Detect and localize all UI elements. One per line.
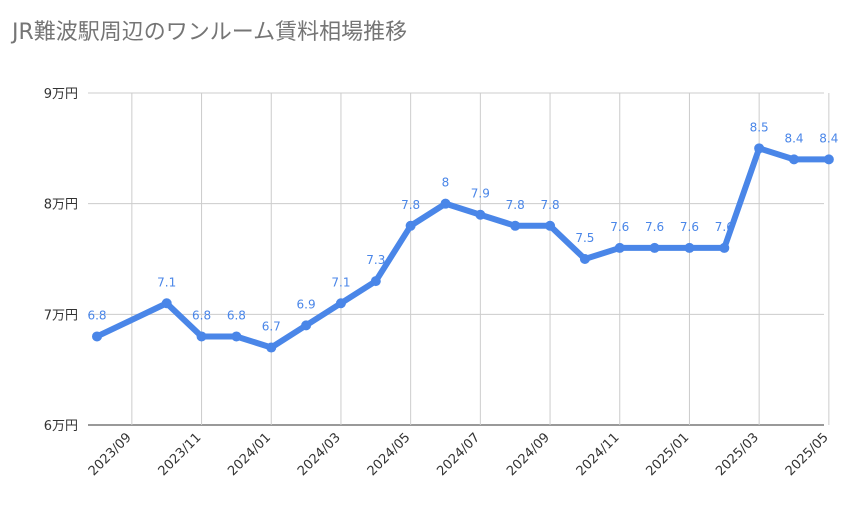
data-point — [370, 276, 381, 287]
data-label: 8.4 — [819, 131, 838, 145]
data-point — [754, 143, 765, 154]
data-point — [475, 209, 486, 220]
data-labels: 6.8 7.1 6.8 6.8 6.7 6.9 7.1 7.3 7.8 8 7.9 7.8 7.8 7.5… — [87, 120, 838, 333]
data-label: 6.9 — [297, 297, 316, 311]
data-point — [649, 242, 660, 253]
x-tick-label: 2024/09 — [504, 430, 553, 479]
x-tick-label: 2024/11 — [574, 430, 623, 479]
data-point — [196, 331, 207, 342]
data-label: 7.5 — [575, 231, 594, 245]
data-label: 7.6 — [645, 220, 664, 234]
data-point — [335, 298, 346, 309]
x-tick-label: 2023/09 — [86, 430, 135, 479]
y-tick-label: 9万円 — [44, 87, 78, 102]
y-axis-tick-labels: 6万円 7万円 8万円 9万円 — [44, 87, 78, 434]
data-label: 6.8 — [87, 308, 106, 322]
data-point — [440, 198, 451, 209]
x-tick-label: 2024/03 — [295, 430, 344, 479]
data-point — [614, 242, 625, 253]
data-label: 7.1 — [331, 275, 350, 289]
data-point — [545, 220, 556, 231]
x-tick-label: 2025/01 — [643, 430, 692, 479]
data-label: 8.5 — [750, 120, 769, 134]
data-label: 6.7 — [262, 320, 281, 334]
data-label: 7.6 — [610, 220, 629, 234]
x-tick-label: 2025/03 — [713, 430, 762, 479]
data-point — [301, 320, 312, 331]
x-tick-label: 2025/05 — [783, 430, 832, 479]
y-tick-label: 7万円 — [44, 308, 78, 323]
data-label: 7.8 — [541, 198, 560, 212]
data-label: 7.9 — [471, 187, 490, 201]
x-tick-label: 2024/07 — [434, 430, 483, 479]
x-tick-label: 2024/01 — [225, 430, 274, 479]
data-label: 7.3 — [366, 253, 385, 267]
data-label: 7.6 — [680, 220, 699, 234]
data-label: 7.6 — [715, 220, 734, 234]
data-point — [510, 220, 521, 231]
data-point — [789, 154, 799, 165]
x-tick-label: 2023/11 — [156, 430, 205, 479]
series-rent — [92, 143, 834, 353]
data-point — [719, 242, 730, 253]
data-point — [405, 220, 416, 231]
data-point — [579, 254, 590, 264]
data-point — [823, 154, 834, 165]
data-label: 7.1 — [157, 275, 176, 289]
y-tick-label: 8万円 — [44, 198, 78, 213]
data-point — [92, 331, 102, 342]
data-point — [684, 242, 695, 253]
data-label: 8.4 — [784, 131, 803, 145]
data-point — [161, 298, 172, 309]
data-label: 8 — [442, 176, 450, 190]
y-tick-label: 6万円 — [44, 419, 78, 434]
data-point — [231, 331, 242, 342]
data-label: 7.8 — [506, 198, 525, 212]
x-tick-label: 2024/05 — [365, 430, 414, 479]
data-label: 6.8 — [192, 308, 211, 322]
data-label: 7.8 — [401, 198, 420, 212]
chart-title: JR難波駅周辺のワンルーム賃料相場推移 — [12, 20, 408, 45]
gridlines — [88, 92, 830, 426]
data-point — [266, 342, 277, 353]
x-axis-tick-labels: 2023/09 2023/11 2024/01 2024/03 2024/05 2024/… — [86, 430, 832, 479]
data-label: 6.8 — [227, 308, 246, 322]
